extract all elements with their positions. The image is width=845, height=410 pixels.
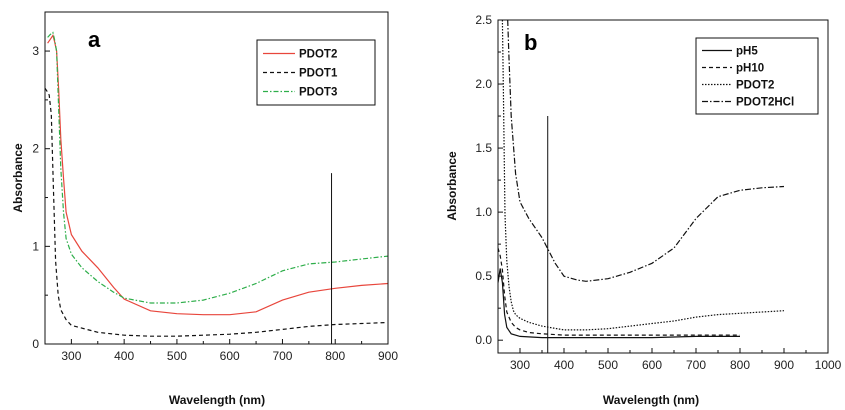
panel-b-letter: b xyxy=(524,30,537,55)
panel-b-y-tick-label: 1.5 xyxy=(475,141,492,155)
panel-a-legend: PDOT2 PDOT1 PDOT3 xyxy=(256,39,376,106)
panel-b-legend-label-ph10: pH10 xyxy=(736,63,764,75)
panel-b-y-axis-title: Absorbance xyxy=(445,151,459,221)
panel-b-y-tick-label: 2.0 xyxy=(475,77,492,91)
panel-a-x-tick-label: 900 xyxy=(378,349,398,363)
panel-a-x-axis-title: Wavelength (nm) xyxy=(169,393,265,407)
panel-b-y-tick-label: 0.5 xyxy=(475,269,492,283)
panel-a-legend-label-pdot3: PDOT3 xyxy=(299,87,337,99)
panel-a-y-tick-label: 0 xyxy=(32,337,39,351)
panel-a-axes-frame xyxy=(44,11,389,345)
panel-b-x-axis-title: Wavelength (nm) xyxy=(603,393,699,407)
panel-b-x-tick-label: 1000 xyxy=(815,358,842,372)
panel-a-y-axis-title: Absorbance xyxy=(11,143,25,213)
panel-a-legend-label-pdot1: PDOT1 xyxy=(299,68,338,80)
panel-a-series-pdot1-line xyxy=(45,87,388,337)
panel-a-legend-label-pdot2: PDOT2 xyxy=(299,49,337,61)
panel-a-legend-box xyxy=(256,39,376,106)
panel-b-y-tick-label: 1.0 xyxy=(475,205,492,219)
panel-b-y-tick-label: 2.5 xyxy=(475,13,492,27)
panel-a-ticks: 300 400 500 600 700 800 900 0 1 2 3 xyxy=(32,44,398,363)
panel-b-legend-label-pdot2: PDOT2 xyxy=(736,80,774,92)
panel-b-x-tick-label: 300 xyxy=(510,358,530,372)
panel-b-series-pdot2-line xyxy=(501,20,785,331)
panel-b-axes-frame xyxy=(497,19,829,354)
panel-b-y-tick-label: 0.0 xyxy=(475,333,492,347)
panel-a-series-pdot3-line xyxy=(47,31,388,304)
panel-a-y-tick-label: 1 xyxy=(32,239,39,253)
panel-b-plot-area xyxy=(498,20,785,353)
panel-b-legend-label-ph5: pH5 xyxy=(736,46,758,58)
panel-b-series-ph10-line xyxy=(498,247,740,336)
panel-a-x-tick-label: 300 xyxy=(61,349,81,363)
panel-b: 300 400 500 600 700 800 900 1000 0.0 0.5 1.0 1.5 2.0… xyxy=(445,13,842,407)
panel-a-x-tick-label: 600 xyxy=(220,349,240,363)
panel-b-x-tick-label: 500 xyxy=(598,358,618,372)
panel-b-x-tick-label: 600 xyxy=(642,358,662,372)
panel-b-series-ph5-line xyxy=(498,268,740,339)
panel-b-ticks: 300 400 500 600 700 800 900 1000 0.0 0.5 1.0 1.5 2.0… xyxy=(475,13,841,372)
panel-b-x-tick-label: 400 xyxy=(554,358,574,372)
panel-a-plot-area xyxy=(45,31,388,344)
panel-b-x-tick-label: 900 xyxy=(774,358,794,372)
panel-a-x-tick-label: 500 xyxy=(167,349,187,363)
panel-a-y-tick-label: 3 xyxy=(32,44,39,58)
panel-a-x-tick-label: 700 xyxy=(272,349,292,363)
panel-b-series-pdot2hcl-line xyxy=(507,20,785,282)
panel-a-x-tick-label: 800 xyxy=(325,349,345,363)
panel-b-x-tick-label: 800 xyxy=(730,358,750,372)
panel-a-letter: a xyxy=(88,27,101,52)
panel-b-legend: pH5 pH10 PDOT2 PDOT2HCl xyxy=(695,37,819,115)
panel-b-x-tick-label: 700 xyxy=(686,358,706,372)
panel-a-x-tick-label: 400 xyxy=(114,349,134,363)
panel-b-legend-label-pdot2hcl: PDOT2HCl xyxy=(736,97,794,109)
panel-a-y-tick-label: 2 xyxy=(32,142,39,156)
